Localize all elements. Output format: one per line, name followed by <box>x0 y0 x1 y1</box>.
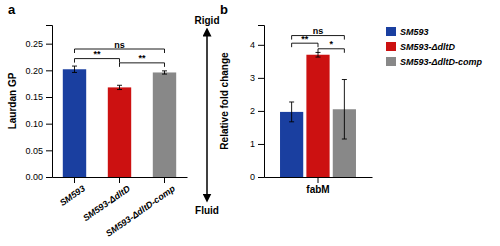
significance-bracket <box>120 63 165 67</box>
y-tick-mark <box>46 150 52 151</box>
plot-area <box>280 52 356 177</box>
x-tick-label: SM593-ΔdltD-comp <box>104 183 177 239</box>
y-tick: 0.25 <box>25 39 52 49</box>
y-tick-label: 4 <box>250 40 255 50</box>
significance-label: * <box>329 39 333 49</box>
y-tick-label: 3 <box>250 73 255 83</box>
x-tick-label: fabM <box>306 184 329 195</box>
y-tick-label: 0.25 <box>25 39 43 49</box>
y-tick: 0 <box>250 172 264 182</box>
y-axis: 0 1 2 3 4 <box>250 26 265 183</box>
error-bar-line <box>162 71 167 74</box>
legend-swatch <box>386 27 396 36</box>
significance-label: ns <box>114 40 125 50</box>
double-arrow <box>206 32 208 198</box>
error-bar <box>316 52 321 57</box>
y-tick-mark <box>258 144 264 145</box>
error-bar-line <box>289 102 294 122</box>
significance-label: ns <box>313 26 324 36</box>
y-tick-mark <box>258 78 264 79</box>
legend-item: SM593-ΔdltD <box>386 42 456 52</box>
y-axis: 0.00 0.05 0.10 0.15 0.20 0.25 <box>25 26 52 183</box>
panel: 01234fabMRelative fold changeb***ns <box>219 2 373 195</box>
significance-label: ** <box>138 53 146 63</box>
y-tick: 0.10 <box>25 119 52 129</box>
significance-label: ** <box>93 49 101 59</box>
y-tick-label: 0.10 <box>25 119 43 129</box>
y-tick: 3 <box>250 73 264 83</box>
x-axis: SM593SM593-ΔdltDSM593-ΔdltD-comp <box>53 177 188 239</box>
panel-label: b <box>220 2 228 17</box>
error-bar <box>162 71 167 74</box>
legend-label: SM593-ΔdltD-comp <box>400 57 483 67</box>
y-tick-label: 0.15 <box>25 92 43 102</box>
x-tick-mark <box>318 177 319 183</box>
significance-bracket <box>318 49 344 53</box>
significance-bracket <box>292 36 345 40</box>
y-tick: 0.00 <box>25 172 52 182</box>
y-tick-mark <box>46 124 52 125</box>
bar <box>63 69 86 177</box>
legend-swatch <box>386 42 396 51</box>
significance-bracket <box>75 49 165 53</box>
legend-swatch <box>386 57 396 66</box>
y-tick-mark <box>46 97 52 98</box>
y-axis-line <box>258 26 265 178</box>
y-tick: 0.20 <box>25 66 52 76</box>
y-tick-mark <box>46 44 52 45</box>
scale-arrow: Rigid Fluid <box>195 15 220 216</box>
x-axis: fabM <box>265 177 373 195</box>
x-tick-mark <box>164 177 165 183</box>
bar <box>306 55 329 177</box>
y-tick-label: 2 <box>250 106 255 116</box>
x-tick: SM593-ΔdltD-comp <box>104 177 177 239</box>
y-tick-label: 1 <box>250 139 255 149</box>
arrow-label: Rigid <box>195 15 220 26</box>
plot-area <box>63 66 176 177</box>
bar <box>153 72 176 177</box>
x-tick-mark <box>74 177 75 183</box>
x-tick: SM593 <box>58 177 87 208</box>
y-tick: 2 <box>250 106 264 116</box>
y-tick: 4 <box>250 40 264 50</box>
error-bar-line <box>72 66 77 72</box>
error-bar <box>342 80 347 139</box>
significance-bracket <box>292 43 318 47</box>
x-tick: fabM <box>306 177 329 195</box>
arrow-label: Fluid <box>195 205 219 216</box>
y-tick-label: 0.20 <box>25 66 43 76</box>
error-bar-line <box>117 85 122 89</box>
x-tick-mark <box>119 177 120 183</box>
y-tick: 1 <box>250 139 264 149</box>
y-tick-mark <box>46 70 52 71</box>
error-bar <box>289 102 294 122</box>
y-tick-mark <box>258 45 264 46</box>
legend-item: SM593 <box>386 27 429 37</box>
y-axis-title: Relative fold change <box>219 52 230 150</box>
y-tick-label: 0 <box>250 172 255 182</box>
y-tick-mark <box>46 177 52 178</box>
y-tick: 0.05 <box>25 146 52 156</box>
y-tick-label: 0.00 <box>25 172 43 182</box>
y-axis-title: Laurdan GP <box>7 72 18 129</box>
y-tick-label: 0.05 <box>25 146 43 156</box>
legend: SM593 SM593-ΔdltD SM593-ΔdltD-comp <box>386 27 483 67</box>
bar <box>108 87 131 177</box>
y-axis-line <box>46 26 53 178</box>
significance-bracket <box>75 59 120 63</box>
error-bar <box>72 66 77 72</box>
panel-label: a <box>8 2 16 17</box>
legend-label: SM593 <box>400 27 429 37</box>
y-tick: 0.15 <box>25 92 52 102</box>
legend-item: SM593-ΔdltD-comp <box>386 57 483 67</box>
y-tick-mark <box>258 111 264 112</box>
x-tick-label: SM593 <box>58 183 87 208</box>
error-bar-line <box>316 52 321 57</box>
legend-label: SM593-ΔdltD <box>400 42 456 52</box>
panel: 0.000.050.100.150.200.25SM593SM593-ΔdltD… <box>7 2 188 239</box>
error-bar-line <box>342 80 347 139</box>
figure: 0.000.050.100.150.200.25SM593SM593-ΔdltD… <box>0 0 500 246</box>
error-bar <box>117 85 122 89</box>
y-tick-mark <box>258 177 264 178</box>
